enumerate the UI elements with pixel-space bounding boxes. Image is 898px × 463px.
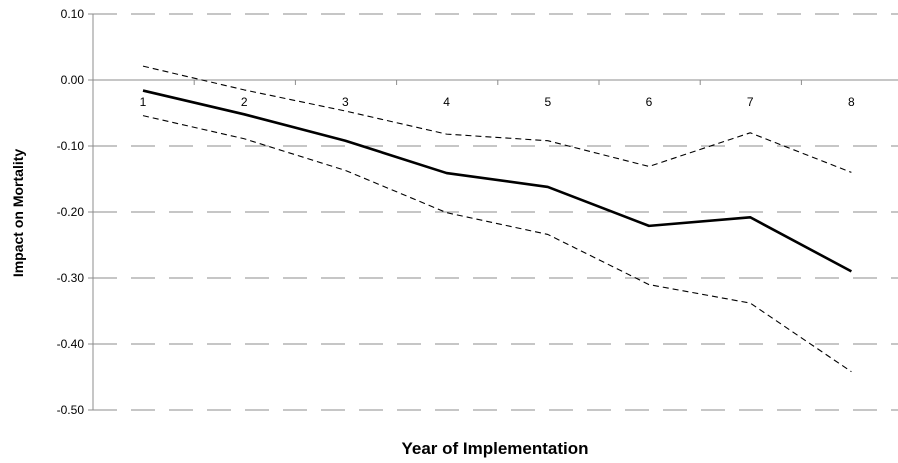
y-tick-label: -0.10 bbox=[57, 139, 85, 153]
gridlines bbox=[93, 13, 898, 411]
x-tick-label: 3 bbox=[342, 95, 349, 109]
x-tick-label: 5 bbox=[544, 95, 551, 109]
y-tick-label: 0.00 bbox=[61, 73, 85, 87]
confidence-band-line bbox=[142, 115, 852, 373]
x-tick-label: 1 bbox=[140, 95, 147, 109]
series-group bbox=[142, 65, 853, 373]
y-axis-label: Impact on Mortality bbox=[10, 149, 26, 278]
y-tick-label: -0.40 bbox=[57, 337, 85, 351]
estimate-line bbox=[142, 89, 853, 273]
x-tick-label: 2 bbox=[241, 95, 248, 109]
y-tick-label: 0.10 bbox=[61, 7, 85, 21]
x-tick-label: 8 bbox=[848, 95, 855, 109]
y-axis: 0.10 0.00 -0.10 -0.20 -0.30 -0.40 -0.50 bbox=[57, 7, 94, 417]
x-axis-label: Year of Implementation bbox=[401, 439, 588, 458]
y-tick-label: -0.50 bbox=[57, 403, 85, 417]
confidence-band-line bbox=[142, 65, 852, 173]
x-tick-label: 6 bbox=[646, 95, 653, 109]
x-tick-label: 4 bbox=[443, 95, 450, 109]
x-axis: 1 2 3 4 5 6 7 8 bbox=[92, 79, 898, 109]
y-tick-label: -0.30 bbox=[57, 271, 85, 285]
x-tick-label: 7 bbox=[747, 95, 754, 109]
y-tick-label: -0.20 bbox=[57, 205, 85, 219]
